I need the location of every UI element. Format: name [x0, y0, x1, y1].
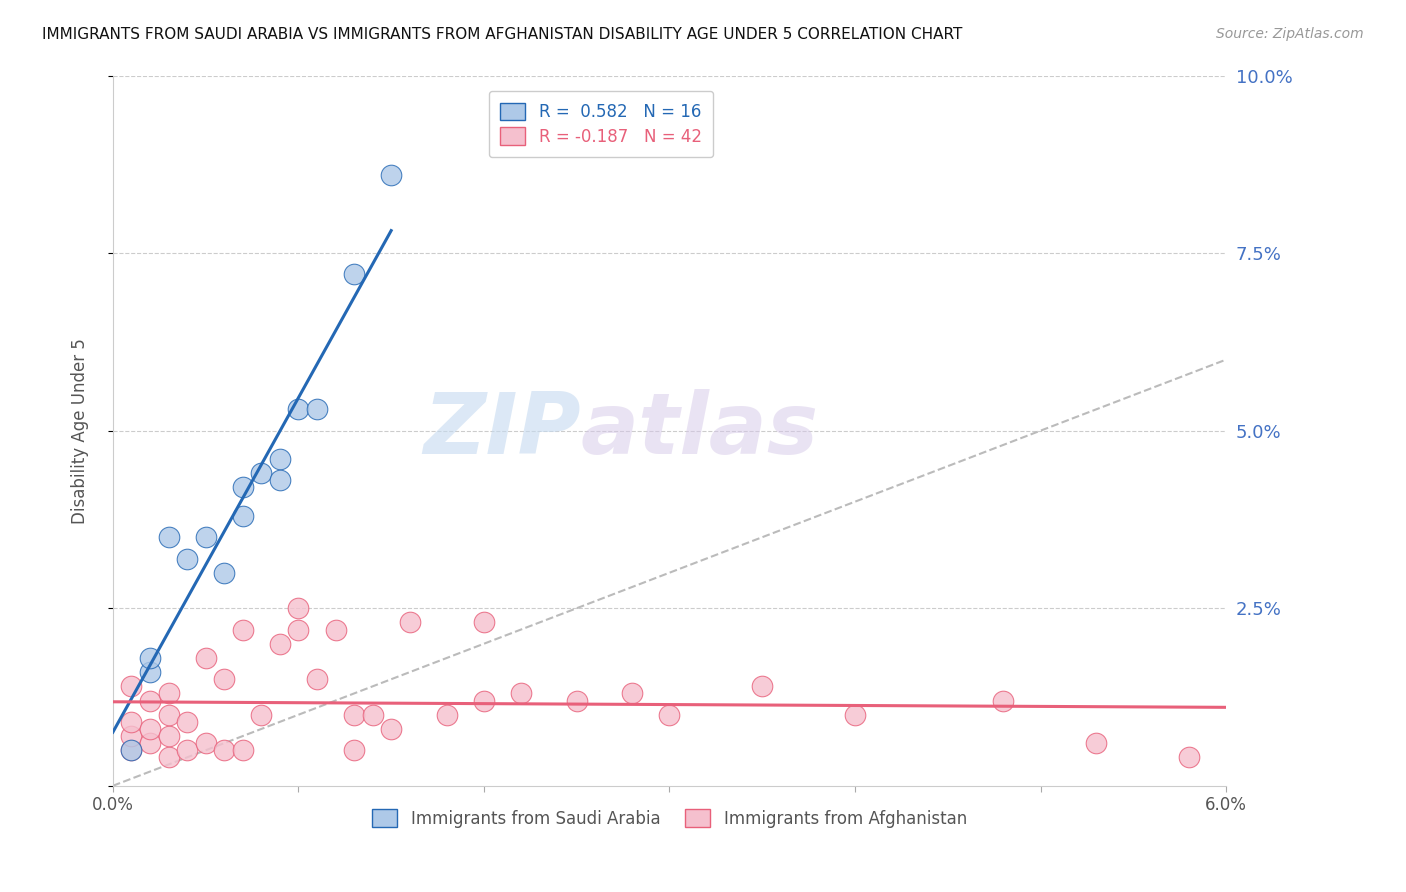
Point	[343, 268, 366, 282]
Point	[1085, 736, 1108, 750]
Point	[139, 736, 162, 750]
Point	[621, 686, 644, 700]
Text: IMMIGRANTS FROM SAUDI ARABIA VS IMMIGRANTS FROM AFGHANISTAN DISABILITY AGE UNDER: IMMIGRANTS FROM SAUDI ARABIA VS IMMIGRAN…	[42, 27, 963, 42]
Point	[472, 693, 495, 707]
Point	[325, 623, 347, 637]
Point	[157, 707, 180, 722]
Point	[212, 672, 235, 686]
Point	[510, 686, 533, 700]
Point	[212, 566, 235, 580]
Point	[398, 615, 420, 630]
Point	[232, 480, 254, 494]
Point	[120, 743, 142, 757]
Point	[194, 530, 217, 544]
Point	[176, 714, 198, 729]
Point	[194, 651, 217, 665]
Point	[232, 623, 254, 637]
Point	[472, 615, 495, 630]
Point	[305, 402, 328, 417]
Point	[565, 693, 588, 707]
Text: Source: ZipAtlas.com: Source: ZipAtlas.com	[1216, 27, 1364, 41]
Point	[120, 714, 142, 729]
Point	[139, 693, 162, 707]
Point	[176, 551, 198, 566]
Point	[844, 707, 866, 722]
Point	[120, 743, 142, 757]
Point	[993, 693, 1015, 707]
Point	[343, 707, 366, 722]
Point	[343, 743, 366, 757]
Point	[157, 530, 180, 544]
Point	[250, 467, 273, 481]
Point	[658, 707, 681, 722]
Point	[232, 508, 254, 523]
Point	[269, 637, 291, 651]
Point	[194, 736, 217, 750]
Point	[139, 722, 162, 736]
Text: atlas: atlas	[581, 389, 818, 472]
Point	[139, 665, 162, 680]
Point	[380, 722, 402, 736]
Point	[212, 743, 235, 757]
Point	[120, 679, 142, 693]
Point	[436, 707, 458, 722]
Text: ZIP: ZIP	[423, 389, 581, 472]
Point	[157, 729, 180, 743]
Point	[287, 601, 309, 615]
Point	[287, 402, 309, 417]
Point	[232, 743, 254, 757]
Point	[176, 743, 198, 757]
Legend: Immigrants from Saudi Arabia, Immigrants from Afghanistan: Immigrants from Saudi Arabia, Immigrants…	[366, 803, 973, 834]
Point	[157, 686, 180, 700]
Point	[380, 168, 402, 182]
Point	[305, 672, 328, 686]
Point	[157, 750, 180, 764]
Point	[120, 729, 142, 743]
Point	[269, 452, 291, 467]
Point	[751, 679, 773, 693]
Point	[1178, 750, 1201, 764]
Point	[139, 651, 162, 665]
Point	[361, 707, 384, 722]
Point	[250, 707, 273, 722]
Y-axis label: Disability Age Under 5: Disability Age Under 5	[72, 338, 89, 524]
Point	[269, 474, 291, 488]
Point	[287, 623, 309, 637]
